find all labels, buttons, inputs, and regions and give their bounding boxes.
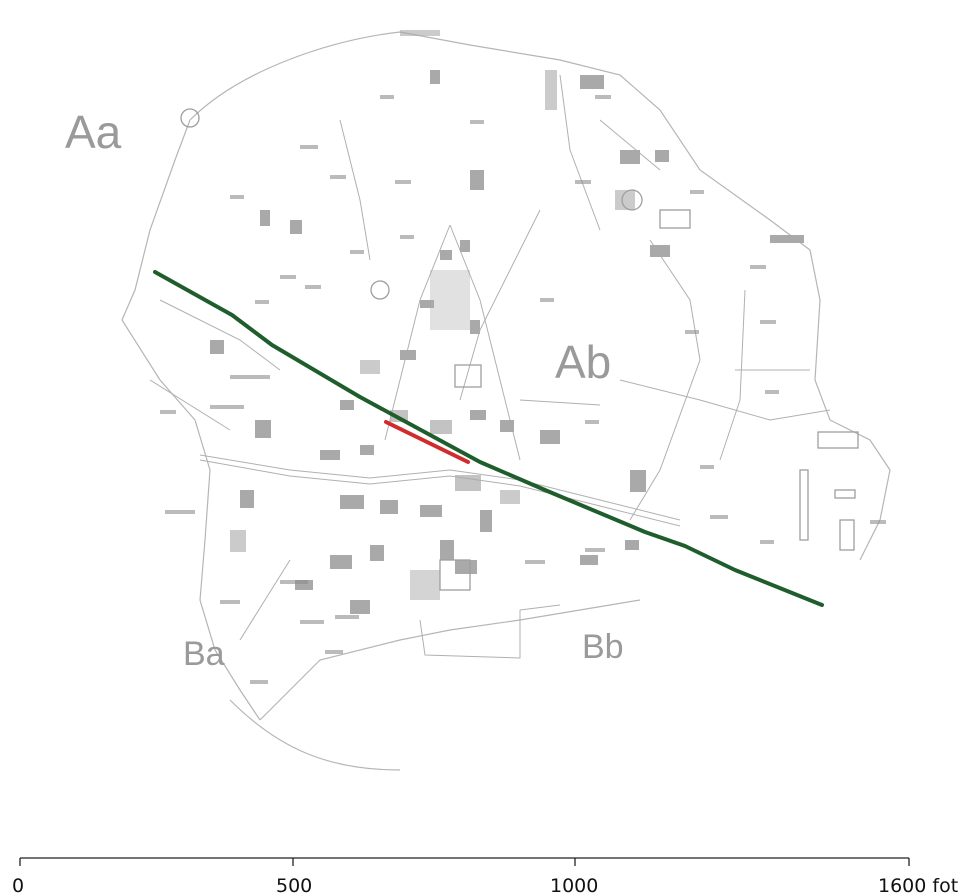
zone-label-ab: Ab	[555, 336, 611, 388]
village-boundary	[121, 31, 891, 771]
red-segment-line	[384, 420, 470, 464]
scale-label-1600: 1600 fot	[878, 875, 958, 896]
zone-label-ba: Ba	[183, 635, 225, 673]
scale-label-500: 500	[276, 875, 312, 896]
zone-label-aa: Aa	[65, 106, 122, 158]
road-network	[149, 74, 831, 659]
building-clusters	[210, 30, 804, 614]
scale-label-0: 0	[12, 875, 24, 896]
zone-label-bb: Bb	[582, 628, 624, 666]
outlined-structures	[180, 108, 859, 591]
green-route-line	[153, 270, 824, 607]
scale-label-1000: 1000	[550, 875, 598, 896]
scale-bar: 0 500 1000 1600 fot	[12, 857, 958, 896]
plot-number-marks	[160, 95, 886, 684]
